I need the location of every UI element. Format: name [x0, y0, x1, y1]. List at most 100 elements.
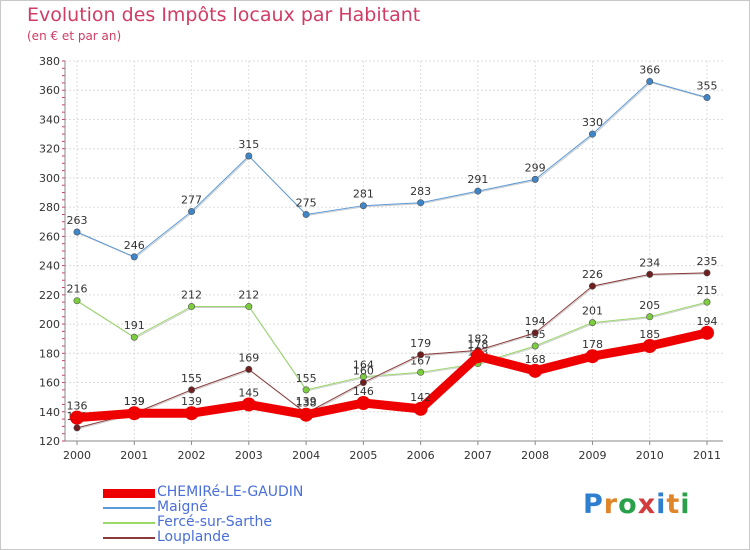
y-tick-label: 320	[39, 143, 60, 156]
data-point	[417, 199, 425, 207]
data-point	[359, 202, 367, 210]
legend-swatch-chemire	[103, 489, 155, 498]
y-tick-label: 260	[39, 230, 60, 243]
data-label: 178	[467, 338, 488, 351]
data-label: 205	[639, 299, 660, 312]
data-label: 191	[124, 319, 145, 332]
data-point	[302, 210, 310, 218]
data-point	[73, 424, 81, 432]
data-label: 215	[697, 284, 718, 297]
data-point	[302, 386, 310, 394]
data-point	[585, 349, 600, 364]
data-label: 277	[181, 194, 202, 207]
data-point	[646, 270, 654, 278]
data-label: 299	[525, 161, 546, 174]
legend-swatch-ferce	[103, 522, 155, 524]
data-label: 182	[467, 332, 488, 345]
plot-area	[65, 61, 723, 441]
x-tick-label: 2000	[63, 449, 91, 462]
data-point	[245, 303, 253, 311]
data-label: 283	[410, 185, 431, 198]
proxiti-logo: Proxiti	[583, 489, 691, 520]
data-label: 330	[582, 116, 603, 129]
data-label: 138	[296, 397, 317, 410]
data-label: 226	[582, 268, 603, 281]
chart-subtitle: (en € et par an)	[27, 29, 122, 43]
y-tick-label: 180	[39, 347, 60, 360]
data-point	[703, 269, 711, 277]
data-label: 194	[697, 315, 718, 328]
legend-label-maigne: Maigné	[157, 499, 208, 515]
x-tick-label: 2005	[349, 449, 377, 462]
data-point	[70, 410, 84, 425]
data-label: 275	[296, 196, 317, 209]
data-point	[188, 208, 196, 216]
data-label: 235	[697, 255, 718, 268]
y-tick-label: 220	[39, 289, 60, 302]
legend-label-louplande: Louplande	[157, 529, 230, 545]
data-point	[700, 325, 714, 340]
data-point	[299, 407, 314, 422]
data-label: 145	[238, 386, 259, 399]
data-label: 194	[525, 315, 546, 328]
data-label: 139	[124, 395, 145, 408]
data-label: 355	[697, 80, 718, 93]
series-line	[76, 328, 709, 423]
legend-label-ferce: Fercé-sur-Sarthe	[157, 514, 272, 530]
data-point	[417, 351, 425, 359]
y-tick-label: 300	[39, 172, 60, 185]
data-label: 212	[238, 289, 259, 302]
data-label: 366	[639, 63, 660, 76]
data-label: 201	[582, 305, 603, 318]
x-tick-label: 2004	[292, 449, 320, 462]
series-line	[76, 300, 708, 391]
x-tick-label: 2011	[693, 449, 721, 462]
logo-letter: r	[603, 489, 619, 520]
data-point	[359, 379, 367, 387]
data-label: 164	[353, 359, 374, 372]
data-label: 216	[67, 283, 88, 296]
data-point	[646, 313, 654, 321]
x-tick-label: 2001	[120, 449, 148, 462]
data-point	[703, 298, 711, 306]
data-point	[528, 363, 543, 378]
data-label: 169	[238, 351, 259, 364]
y-tick-label: 360	[39, 84, 60, 97]
x-tick-label: 2006	[407, 449, 435, 462]
y-tick-label: 240	[39, 260, 60, 273]
legend-label-chemire: CHEMIRé-LE-GAUDIN	[157, 484, 304, 500]
legend-swatch-maigne	[103, 507, 155, 509]
legend-item-louplande: Louplande	[103, 529, 363, 545]
data-point	[241, 397, 256, 412]
data-point	[531, 329, 539, 337]
data-point	[531, 175, 539, 183]
legend-item-chemire: CHEMIRé-LE-GAUDIN	[103, 484, 363, 500]
data-label: 139	[181, 395, 202, 408]
x-tick-label: 2007	[464, 449, 492, 462]
data-point	[588, 282, 596, 290]
data-point	[417, 368, 425, 376]
data-point	[642, 339, 657, 353]
logo-letter: o	[618, 489, 638, 520]
data-label: 139	[124, 395, 145, 408]
data-point	[130, 333, 138, 341]
data-point	[127, 406, 142, 421]
x-tick-label: 2010	[636, 449, 664, 462]
data-point	[474, 187, 482, 195]
data-label: 136	[67, 400, 88, 413]
data-label: 281	[353, 188, 374, 201]
data-label: 168	[525, 353, 546, 366]
data-point	[245, 152, 253, 160]
data-label: 155	[181, 372, 202, 385]
data-label: 178	[582, 338, 603, 351]
data-label: 212	[181, 289, 202, 302]
data-label: 142	[410, 391, 431, 404]
data-label: 155	[296, 372, 317, 385]
data-point	[356, 396, 371, 410]
y-tick-label: 380	[39, 55, 60, 68]
y-tick-label: 280	[39, 201, 60, 214]
data-point	[470, 349, 485, 364]
data-label: 234	[639, 256, 660, 269]
